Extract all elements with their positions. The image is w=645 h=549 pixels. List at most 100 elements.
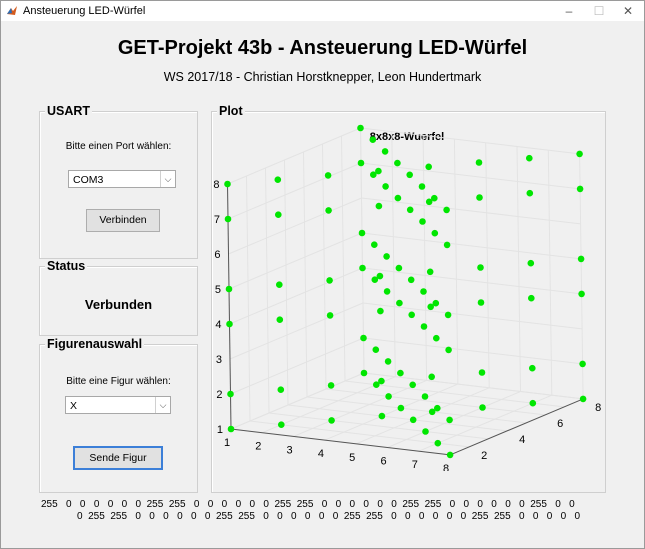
grid-line bbox=[227, 127, 361, 185]
x-tick-label: 3 bbox=[287, 444, 293, 456]
led-point bbox=[357, 159, 365, 167]
led-point bbox=[371, 276, 379, 283]
led-point bbox=[477, 299, 485, 306]
led-point bbox=[406, 206, 414, 214]
minimize-button[interactable]: – bbox=[565, 4, 573, 18]
grid-line bbox=[287, 404, 508, 432]
port-select[interactable]: COM3 ⌵ bbox=[68, 170, 176, 188]
grid-line bbox=[360, 162, 581, 190]
figure-select[interactable]: X ⌵ bbox=[65, 396, 171, 414]
led-point bbox=[434, 404, 441, 412]
led-point bbox=[527, 259, 535, 267]
led-point bbox=[275, 211, 282, 218]
status-panel-title: Status bbox=[45, 259, 88, 273]
page-title: GET-Projekt 43b - Ansteuerung LED-Würfel bbox=[117, 37, 528, 59]
grid-line bbox=[268, 412, 489, 440]
led-point bbox=[225, 285, 233, 293]
led-point bbox=[444, 311, 452, 319]
chevron-down-icon[interactable]: ⌵ bbox=[155, 397, 170, 413]
page-subtitle: WS 2017/18 - Christian Horstknepper, Leo… bbox=[163, 70, 482, 84]
led-points bbox=[224, 124, 587, 459]
grid-line bbox=[485, 142, 490, 388]
grid-line bbox=[303, 151, 308, 398]
led-point bbox=[446, 416, 453, 424]
led-point bbox=[397, 369, 404, 377]
led-point bbox=[358, 229, 366, 237]
led-point bbox=[421, 393, 429, 400]
connect-button[interactable]: Verbinden bbox=[86, 209, 160, 232]
led-point bbox=[369, 136, 377, 143]
led-point bbox=[425, 198, 433, 206]
plot-ticks: 1 2 3 4 5 6 7 8 2 4 6 8 1 2 3 4 5 6 7 8 bbox=[213, 179, 601, 471]
led-point bbox=[372, 346, 380, 353]
led-point bbox=[443, 206, 450, 214]
grid-line bbox=[228, 197, 362, 255]
maximize-button[interactable]: ☐ bbox=[593, 4, 605, 18]
led-point bbox=[224, 215, 232, 223]
x-axis-line bbox=[230, 428, 451, 456]
grid-line bbox=[360, 127, 580, 155]
z-tick-label: 5 bbox=[215, 284, 221, 296]
connection-status: Verbunden bbox=[84, 297, 153, 312]
led-point bbox=[434, 439, 442, 447]
led-point bbox=[375, 202, 383, 210]
grid-line bbox=[387, 391, 521, 448]
led-point bbox=[377, 307, 384, 315]
led-point bbox=[406, 171, 413, 179]
led-point bbox=[227, 390, 234, 398]
y-tick-label: 4 bbox=[519, 434, 525, 446]
plot-grid bbox=[227, 127, 584, 456]
led-point bbox=[360, 334, 367, 342]
led-point bbox=[528, 294, 535, 302]
grid-line bbox=[229, 267, 363, 325]
led-point bbox=[375, 167, 382, 175]
grid-line bbox=[265, 167, 270, 414]
x-tick-label: 5 bbox=[349, 452, 355, 464]
grid-line bbox=[249, 420, 470, 448]
close-button[interactable]: ✕ bbox=[622, 4, 634, 18]
usart-panel-title: USART bbox=[45, 104, 93, 118]
usart-panel: USART Bitte einen Port wählen: COM3 ⌵ Ve… bbox=[39, 104, 198, 259]
grid-line bbox=[579, 153, 584, 399]
plot-panel-title: Plot bbox=[217, 104, 245, 118]
led-point bbox=[381, 148, 389, 155]
led-point bbox=[431, 194, 438, 202]
grid-line bbox=[391, 131, 396, 377]
data-row-2: 0 255 255 0 0 0 0 0 0 255 255 0 0 0 0 0 … bbox=[77, 511, 581, 522]
led-point bbox=[371, 241, 378, 248]
led-point bbox=[576, 150, 583, 158]
led-point bbox=[384, 358, 392, 365]
chevron-down-icon[interactable]: ⌵ bbox=[160, 171, 175, 187]
grid-line bbox=[229, 302, 364, 360]
grid-line bbox=[228, 232, 363, 290]
grid-line bbox=[246, 175, 251, 422]
grid-line bbox=[324, 383, 459, 441]
send-figure-button[interactable]: Sende Figur bbox=[73, 446, 163, 470]
led-point bbox=[478, 369, 486, 376]
led-point bbox=[276, 281, 283, 288]
led-point bbox=[422, 428, 429, 435]
grid-line bbox=[293, 379, 427, 437]
y-axis-line bbox=[449, 398, 584, 456]
led-point bbox=[445, 346, 452, 354]
led-point bbox=[376, 272, 384, 280]
x-tick-label: 7 bbox=[412, 459, 418, 471]
figure-select-value: X bbox=[70, 400, 78, 412]
led-point bbox=[431, 229, 439, 237]
grid-line bbox=[547, 150, 553, 396]
grid-line bbox=[341, 135, 346, 382]
led-point bbox=[394, 159, 401, 167]
led-point bbox=[526, 154, 533, 162]
led-point bbox=[420, 323, 428, 330]
grid-line bbox=[453, 139, 459, 385]
led-point bbox=[328, 417, 335, 424]
led-point bbox=[383, 288, 391, 295]
led-point bbox=[579, 395, 587, 403]
led-point bbox=[396, 299, 403, 307]
cube-plot: 8x8x8-Wuerfel 1 2 3 4 5 6 7 8 2 4 6 8 1 2 3 4 5 6 7 8 bbox=[213, 124, 601, 471]
z-tick-label: 2 bbox=[216, 389, 222, 401]
z-tick-label: 1 bbox=[217, 424, 223, 436]
grid-line bbox=[363, 337, 583, 365]
led-point bbox=[433, 334, 440, 342]
